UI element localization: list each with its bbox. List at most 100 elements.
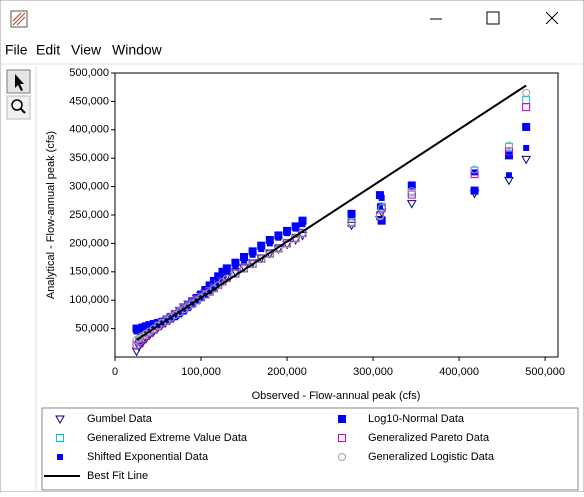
legend-label: Log10-Normal Data [368,413,465,425]
y-tick-label: 450,000 [69,95,109,107]
marker-square [470,186,479,195]
marker-circle [154,321,163,330]
marker-square [176,311,183,318]
marker-square [139,326,146,333]
marker-square [167,316,174,323]
legend [41,407,579,491]
marker-square [205,281,214,290]
legend-label: Generalized Extreme Value Data [87,432,248,444]
marker-square [136,327,143,334]
marker-square [215,280,222,287]
marker-circle [407,187,416,196]
marker-circle [347,218,356,227]
y-tick-label: 350,000 [69,152,109,164]
close-button[interactable] [545,11,559,25]
y-tick-label: 400,000 [69,124,109,136]
pointer-icon [15,74,24,91]
marker-square [284,230,291,237]
menu-item[interactable]: Edit [36,42,60,58]
marker-square [338,434,346,442]
marker-square [298,216,307,225]
marker-triangle [134,343,144,352]
y-tick-label: 300,000 [69,181,109,193]
x-tick-label: 500,000 [525,366,565,378]
marker-square [376,203,383,210]
marker-circle [240,264,249,273]
app-icon [10,10,28,28]
marker-square [240,253,249,262]
marker-square [522,103,531,112]
marker-circle [375,212,384,221]
marker-circle [470,165,479,174]
x-tick-label: 400,000 [439,366,479,378]
marker-circle [171,310,180,319]
marker-square [265,235,274,244]
marker-circle [149,324,158,333]
marker-circle [132,335,141,344]
marker-square [348,212,355,218]
y-tick-label: 50,000 [75,323,109,335]
marker-square [241,257,248,264]
marker-square [231,258,240,267]
y-tick-label: 250,000 [69,209,109,221]
legend-label: Gumbel Data [87,413,153,425]
marker-square [57,454,63,460]
x-axis-title: Observed - Flow-annual peak (cfs) [252,390,421,402]
marker-square [219,274,226,281]
marker-square [249,251,256,258]
marker-circle [188,299,197,308]
marker-square [185,305,192,312]
marker-square [189,301,196,308]
marker-square [338,415,346,423]
marker-square [232,263,239,270]
marker-square [522,122,531,131]
marker-square [505,172,512,179]
marker-square [172,314,179,321]
menu-item[interactable]: Window [112,42,163,58]
marker-square [223,268,230,275]
marker-circle [179,305,188,314]
marker-circle [192,296,201,305]
marker-square [56,434,64,442]
y-tick-label: 500,000 [69,67,109,79]
marker-square [471,169,478,176]
marker-circle [166,313,175,322]
zoom-icon [11,99,26,114]
marker-square [218,267,227,276]
marker-square [142,325,149,332]
x-tick-label: 0 [112,366,118,378]
marker-square [210,284,217,291]
marker-square [184,300,193,309]
y-tick-label: 150,000 [69,266,109,278]
marker-square [188,297,197,306]
marker-circle [201,291,210,300]
legend-label: Generalized Pareto Data [368,432,490,444]
marker-square [192,293,201,302]
marker-square [266,240,273,247]
marker-square [378,194,385,201]
menu-item[interactable]: View [71,42,102,58]
legend-label: Shifted Exponential Data [87,451,209,463]
marker-triangle [55,415,65,425]
marker-circle [175,308,184,317]
marker-square [214,272,223,281]
menu-item[interactable]: File [5,42,28,58]
y-tick-label: 200,000 [69,237,109,249]
marker-square [377,216,386,225]
marker-square [163,318,170,325]
y-axis-title: Analytical - Flow-annual peak (cfs) [45,131,57,299]
legend-label: Generalized Logistic Data [368,451,495,463]
marker-circle [158,318,167,327]
marker-square [257,241,266,250]
marker-square [523,144,530,151]
x-tick-label: 300,000 [353,366,393,378]
marker-square [150,323,157,330]
marker-triangle [406,200,417,209]
marker-square [299,221,306,228]
x-tick-label: 100,000 [181,366,221,378]
marker-circle [184,302,193,311]
marker-square [209,276,218,285]
maximize-button[interactable] [486,11,500,25]
